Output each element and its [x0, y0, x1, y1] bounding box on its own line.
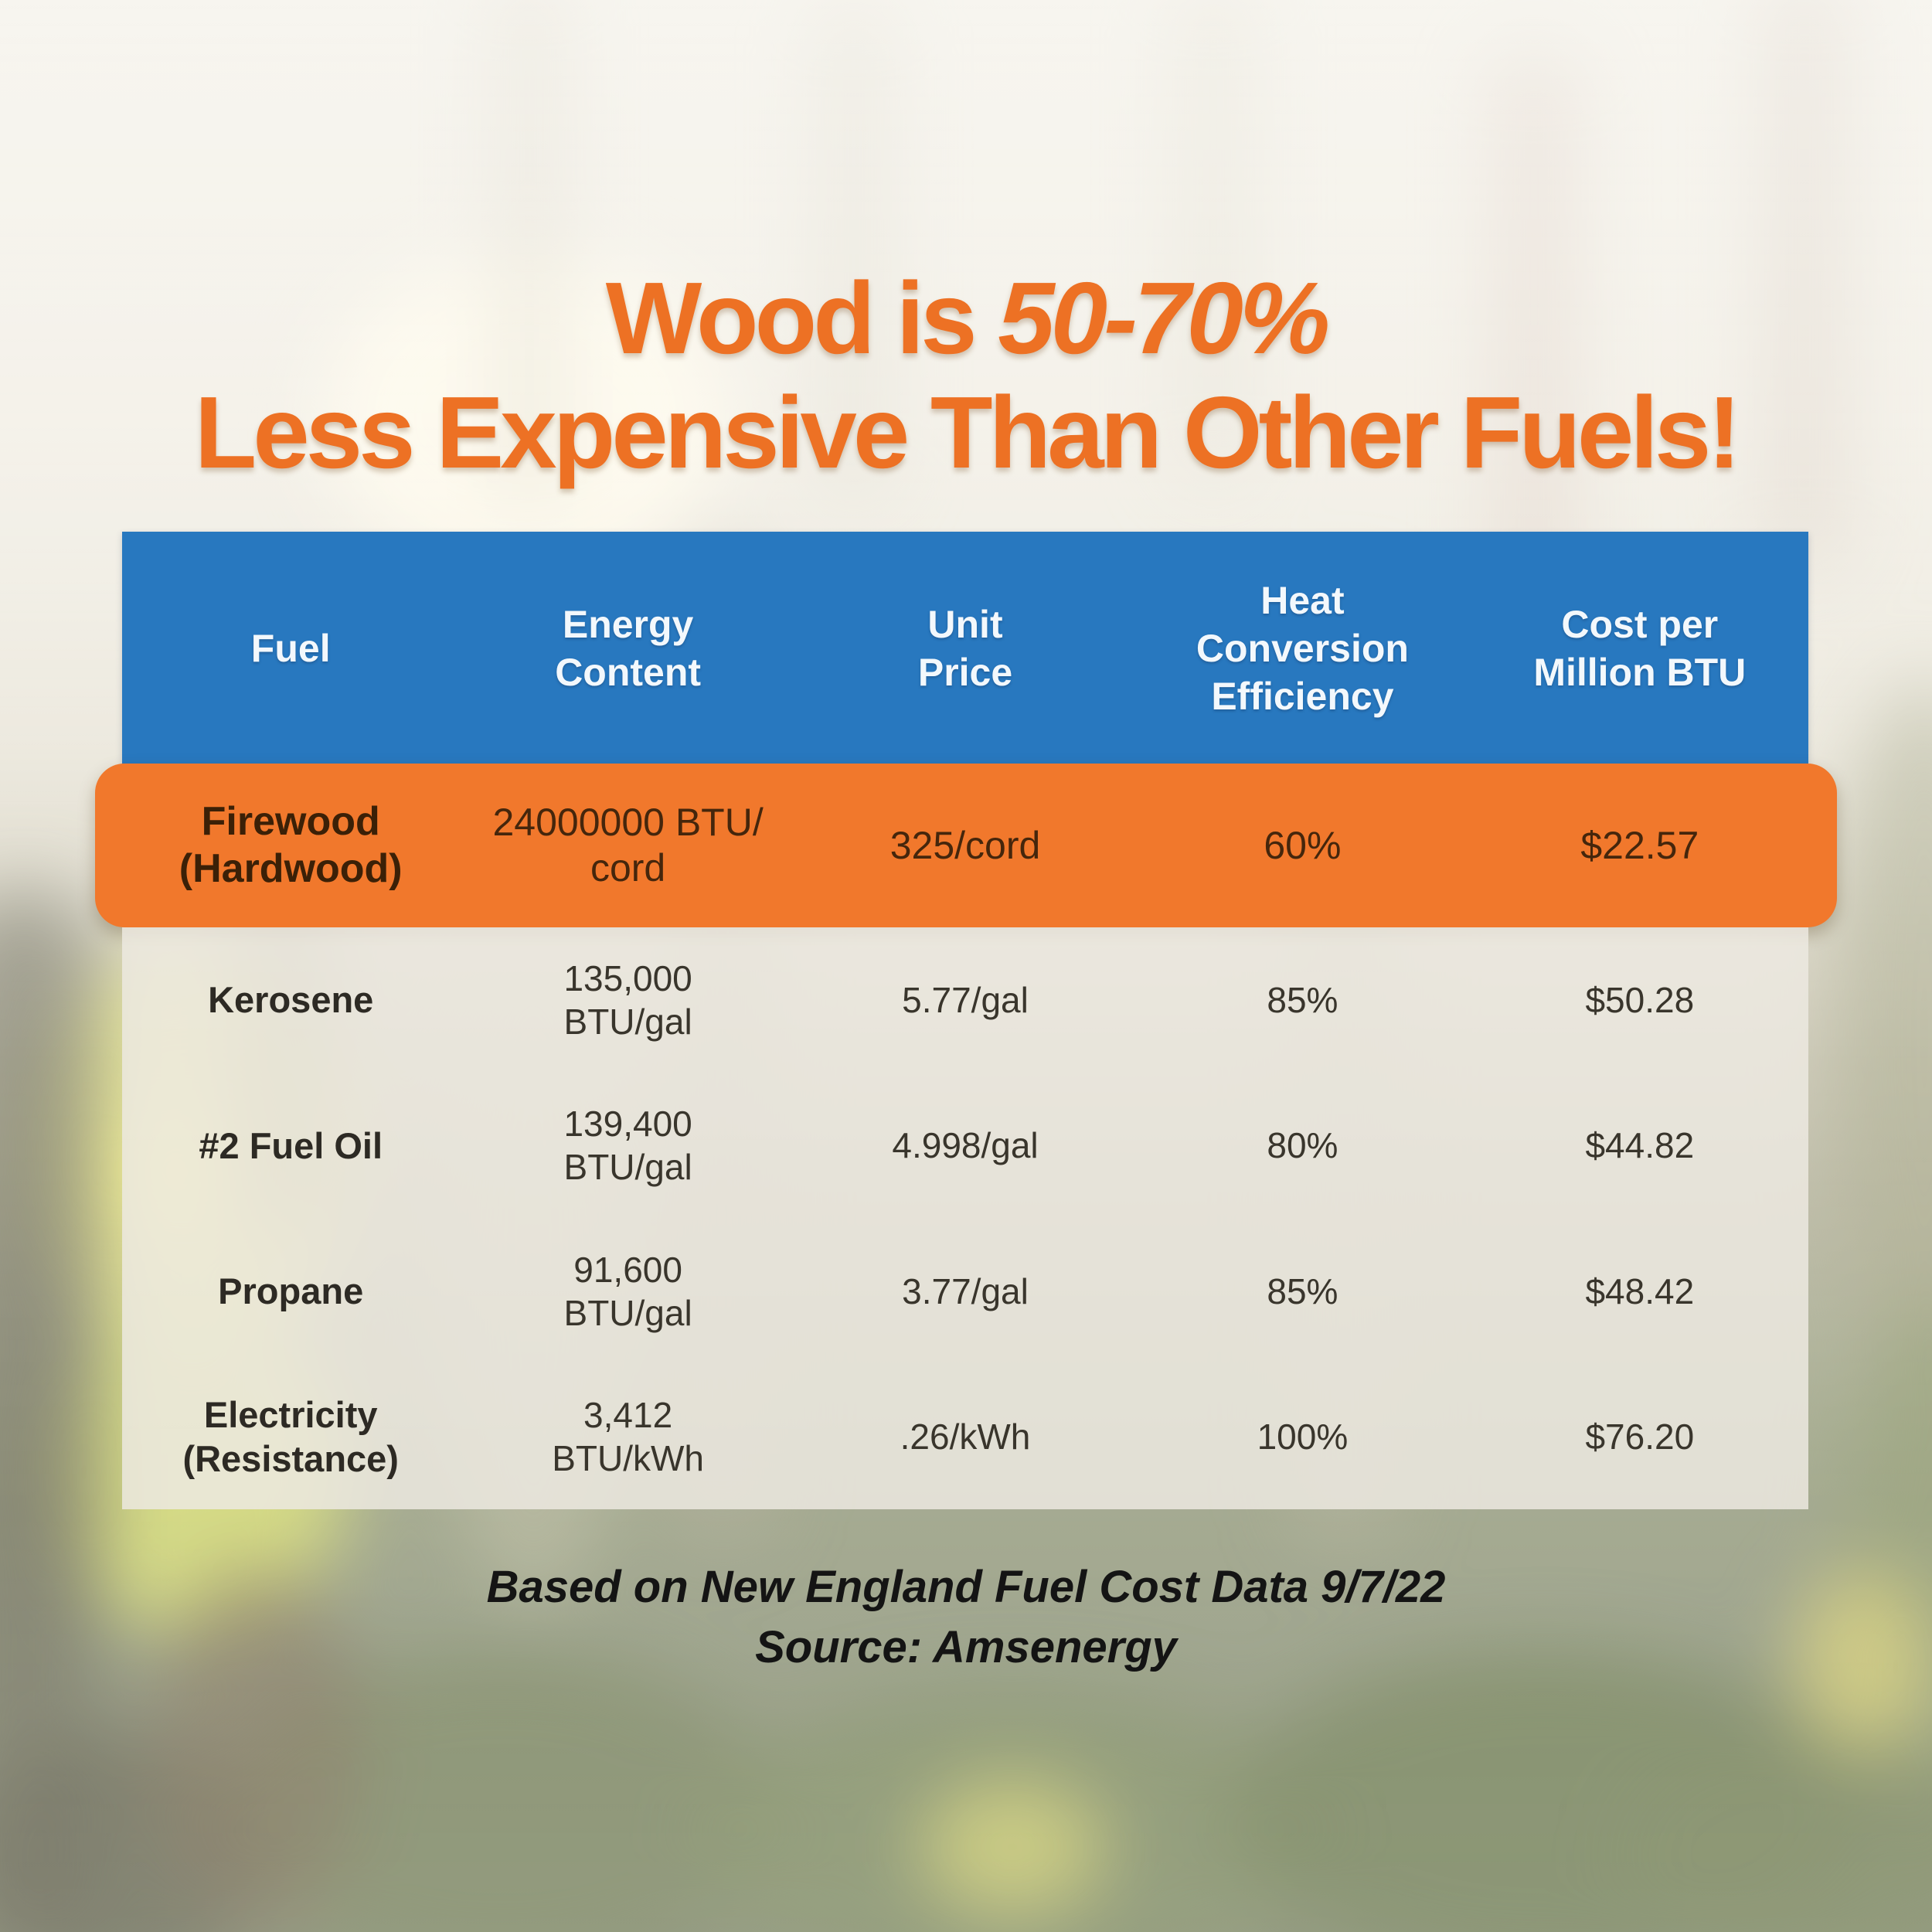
cell-efficiency: 60%	[1264, 823, 1342, 867]
table-row-fuel-oil: #2 Fuel Oil 139,400 BTU/gal 4.998/gal 80…	[122, 1073, 1808, 1218]
header-cell-fuel: Fuel	[250, 627, 331, 670]
table-header-row: Fuel Energy Content Unit Price Heat Conv…	[122, 532, 1808, 765]
cell-cost-per-million-btu: $44.82	[1585, 1125, 1695, 1166]
cell-fuel: Propane	[218, 1270, 364, 1311]
table-row-electricity: Electricity (Resistance) 3,412 BTU/kWh .…	[122, 1364, 1808, 1509]
cell-energy-content: 139,400 BTU/gal	[563, 1104, 692, 1188]
header-cell-cost: Cost per Million BTU	[1533, 603, 1747, 694]
title-line1-regular: Wood is	[605, 261, 998, 375]
cell-cost-per-million-btu: $50.28	[1585, 980, 1695, 1021]
header-cell-efficiency: Heat Conversion Efficiency	[1196, 579, 1409, 718]
title-line2: Less Expensive Than Other Fuels!	[194, 376, 1742, 489]
cell-fuel: Firewood (Hardwood)	[179, 798, 403, 891]
cell-efficiency: 80%	[1267, 1125, 1338, 1166]
footnote: Based on New England Fuel Cost Data 9/7/…	[0, 1557, 1932, 1678]
title-line1-italic: 50-70%	[998, 261, 1330, 375]
cell-unit-price: 5.77/gal	[902, 980, 1029, 1021]
table-body: Kerosene 135,000 BTU/gal 5.77/gal 85% $5…	[122, 927, 1808, 1509]
footnote-data-basis: Based on New England Fuel Cost Data 9/7/…	[486, 1562, 1446, 1612]
cell-energy-content: 91,600 BTU/gal	[563, 1249, 692, 1333]
cell-unit-price: .26/kWh	[900, 1416, 1031, 1457]
cell-unit-price: 4.998/gal	[892, 1125, 1039, 1166]
header-cell-unit-price: Unit Price	[917, 603, 1013, 694]
title-line1: Wood is 50-70%	[0, 261, 1932, 376]
cell-efficiency: 85%	[1267, 980, 1338, 1021]
table-row-propane: Propane 91,600 BTU/gal 3.77/gal 85% $48.…	[122, 1219, 1808, 1364]
cell-fuel: #2 Fuel Oil	[199, 1124, 383, 1166]
table-row-firewood-highlight: Firewood (Hardwood) 24000000 BTU/ cord 3…	[95, 764, 1837, 927]
cell-fuel: Electricity (Resistance)	[182, 1393, 399, 1479]
cell-cost-per-million-btu: $48.42	[1585, 1270, 1695, 1311]
cell-efficiency: 85%	[1267, 1270, 1338, 1311]
cell-cost-per-million-btu: $22.57	[1580, 823, 1699, 867]
cell-unit-price: 3.77/gal	[902, 1270, 1029, 1311]
footnote-source: Source: Amsenergy	[755, 1622, 1177, 1672]
header-cell-energy: Energy Content	[555, 603, 702, 694]
cell-energy-content: 24000000 BTU/ cord	[492, 801, 764, 889]
cell-efficiency: 100%	[1257, 1416, 1349, 1457]
cell-cost-per-million-btu: $76.20	[1585, 1416, 1695, 1457]
cell-unit-price: 325/cord	[889, 823, 1041, 867]
cell-energy-content: 3,412 BTU/kWh	[552, 1394, 704, 1478]
table-row-kerosene: Kerosene 135,000 BTU/gal 5.77/gal 85% $5…	[122, 927, 1808, 1073]
page-title: Wood is 50-70% Less Expensive Than Other…	[0, 261, 1932, 490]
cell-fuel: Kerosene	[208, 979, 374, 1021]
cell-energy-content: 135,000 BTU/gal	[563, 958, 692, 1043]
